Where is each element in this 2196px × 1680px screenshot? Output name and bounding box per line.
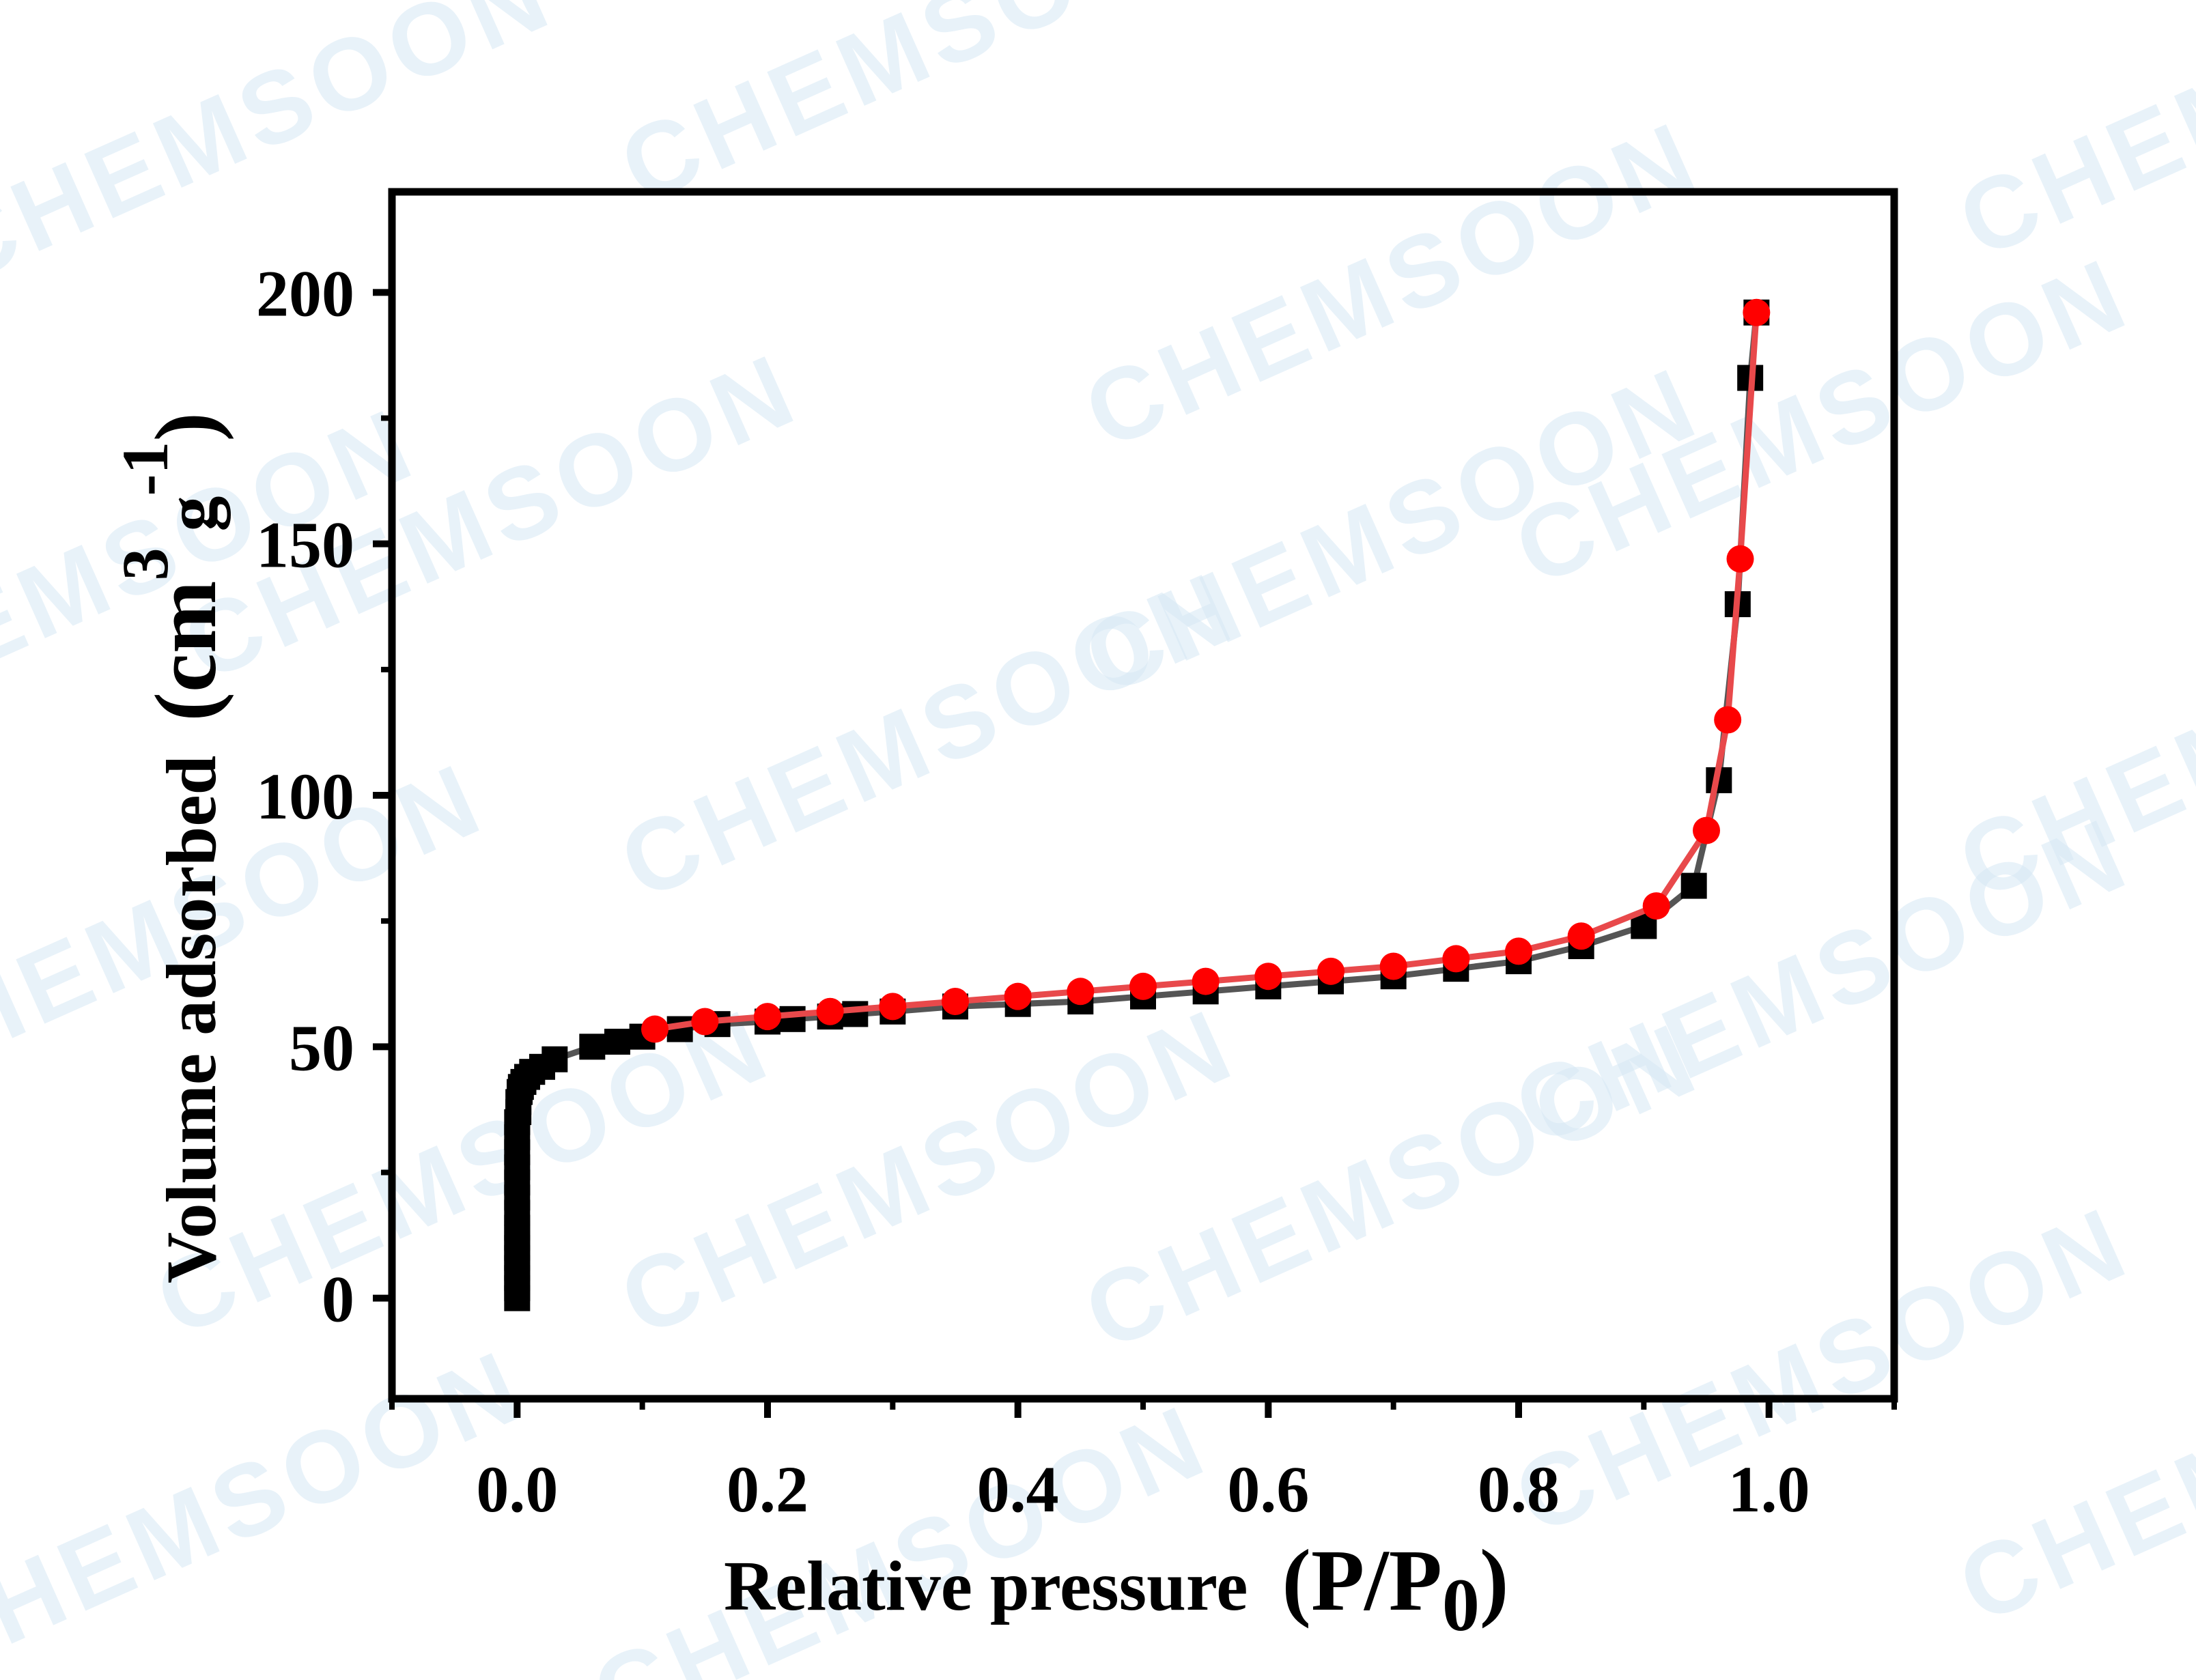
y-axis-sup-neg1: -1 [109, 442, 182, 496]
y-tick-label: 150 [256, 509, 354, 582]
desorption-point [1067, 978, 1095, 1006]
desorption-point [641, 1015, 668, 1043]
adsorption-point [579, 1034, 606, 1060]
desorption-point [1317, 957, 1345, 985]
y-axis-title: Volume adsorbed (cm3 g-1) [109, 412, 234, 1283]
x-tick-label: 0.2 [727, 1453, 808, 1526]
desorption-point [1192, 967, 1220, 995]
x-tick-label: 0.0 [476, 1453, 558, 1526]
adsorption-point [1680, 872, 1707, 899]
watermark-text: CHEMSOON [1943, 0, 2196, 279]
y-axis-label: Volume adsorbed [152, 756, 231, 1283]
desorption-point [879, 993, 907, 1021]
desorption-point [1004, 982, 1032, 1010]
desorption-point [1442, 945, 1470, 973]
x-axis-sub: 0 [1442, 1563, 1480, 1647]
y-tick-label: 0 [322, 1263, 354, 1336]
x-tick-label: 1.0 [1728, 1453, 1810, 1526]
watermark-text: CHEMSOON [1943, 549, 2196, 921]
adsorption-point [842, 1001, 869, 1027]
tick-labels: 0.0 0.2 0.4 0.6 0.8 1.0 0 50 100 150 200 [256, 257, 1810, 1526]
x-axis-title: Relative pressure (P/P0) [724, 1532, 1509, 1647]
desorption-point [1693, 816, 1720, 844]
y-axis-sup3: 3 [109, 548, 182, 581]
adsorption-point [541, 1046, 568, 1072]
desorption-point [1726, 545, 1754, 573]
desorption-point [1505, 937, 1532, 965]
y-tick-label: 100 [256, 760, 354, 833]
watermark-text: CHEMSOON [577, 1382, 1224, 1680]
watermark-text: CHEMSOON [0, 740, 501, 1112]
y-tick-label: 200 [256, 257, 354, 330]
adsorption-point [604, 1028, 630, 1055]
desorption-point [1642, 892, 1670, 920]
desorption-point [1567, 922, 1595, 950]
series-layer [504, 298, 1771, 1311]
desorption-point [1254, 963, 1282, 991]
y-axis-close: ) [137, 412, 234, 442]
y-axis-unit-open: (cm [137, 581, 234, 722]
desorption-point [1714, 706, 1742, 734]
desorption-point [1743, 298, 1771, 326]
x-tick-label: 0.4 [977, 1453, 1059, 1526]
desorption-point [754, 1003, 781, 1031]
y-axis-g: g [152, 496, 231, 532]
adsorption-point [779, 1006, 806, 1032]
desorption-point [816, 997, 844, 1025]
axis-ticks [373, 289, 1897, 1418]
watermark-text: CHEMSOON [0, 1327, 541, 1680]
x-axis-close: ) [1480, 1532, 1509, 1629]
desorption-point [942, 988, 969, 1016]
x-axis-unit: (P/P [1282, 1532, 1442, 1629]
x-tick-label: 0.8 [1478, 1453, 1560, 1526]
desorption-point [691, 1008, 719, 1036]
desorption-point [1379, 952, 1407, 980]
x-tick-label: 0.6 [1227, 1453, 1309, 1526]
desorption-point [1129, 972, 1157, 1000]
x-axis-label: Relative pressure [724, 1547, 1248, 1625]
y-tick-label: 50 [289, 1011, 354, 1084]
